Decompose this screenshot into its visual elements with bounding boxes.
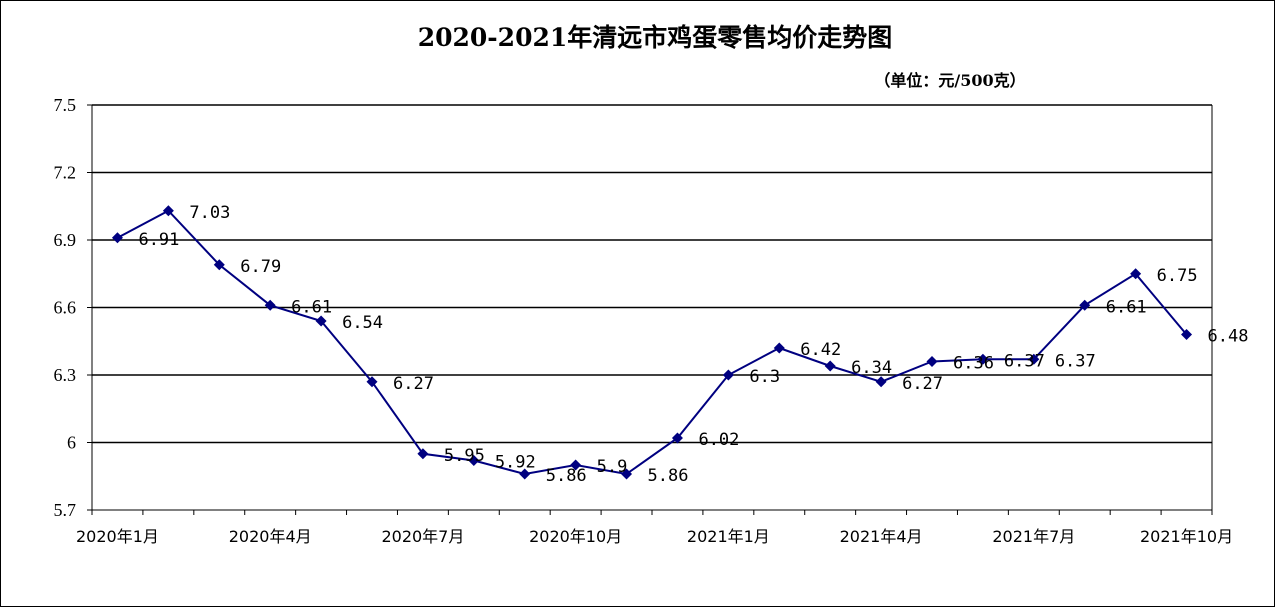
data-point-marker: [570, 459, 582, 471]
data-point-marker: [824, 360, 836, 372]
y-tick-label: 7.5: [54, 95, 77, 115]
y-tick-label: 6: [67, 433, 76, 453]
data-point-marker: [1079, 299, 1091, 311]
data-point-marker: [926, 356, 938, 367]
data-point-marker: [722, 369, 734, 381]
data-label: 6.54: [342, 313, 383, 333]
data-labels: 6.91 7.03 6.79 6.61 6.54 6.27 5.95 5.92 5.86 5.9 5…: [138, 203, 1248, 486]
data-label: 6.3: [749, 367, 780, 387]
data-label: 7.03: [189, 203, 230, 223]
data-point-marker: [264, 299, 276, 311]
x-tick-label: 2020年4月: [229, 527, 312, 546]
data-point-marker: [366, 376, 378, 388]
x-tick-label: 2021年10月: [1140, 527, 1233, 546]
data-label: 6.61: [291, 297, 332, 317]
x-tick-label: 2021年4月: [840, 527, 923, 546]
data-point-marker: [315, 315, 327, 327]
data-label: 6.37: [1055, 351, 1096, 371]
data-label: 5.95: [444, 446, 485, 466]
data-point-marker: [875, 376, 887, 388]
x-tick-label: 2021年1月: [687, 527, 770, 546]
data-point-marker: [1028, 353, 1040, 365]
data-label: 6.02: [698, 430, 739, 450]
y-tick-label: 6.3: [54, 365, 77, 385]
data-point-marker: [1130, 268, 1142, 280]
data-label: 6.48: [1208, 327, 1249, 347]
y-tick-label: 6.9: [54, 230, 77, 250]
chart-title: 2020-2021年清远市鸡蛋零售均价走势图: [418, 23, 893, 52]
data-point-marker: [468, 455, 480, 466]
data-label: 5.86: [648, 466, 689, 486]
data-point-marker: [1181, 329, 1193, 340]
axes: [87, 104, 1213, 515]
x-tick-labels: 2020年1月 2020年4月 2020年7月 2020年10月 2021年1月 2021…: [76, 527, 1233, 546]
data-label: 6.27: [902, 374, 943, 394]
data-point-marker: [417, 448, 429, 460]
x-tick-label: 2020年7月: [381, 527, 464, 546]
data-label: 6.42: [800, 340, 841, 360]
data-label: 5.9: [597, 457, 628, 477]
data-label: 5.92: [495, 453, 536, 473]
series-line: [117, 209, 1188, 476]
data-point-marker: [213, 259, 225, 271]
data-point-marker: [162, 205, 174, 217]
data-label: 6.36: [953, 354, 994, 374]
y-tick-label: 6.6: [54, 298, 77, 318]
data-label: 6.79: [240, 257, 281, 277]
data-point-marker: [773, 342, 785, 354]
x-tick-label: 2020年10月: [529, 527, 622, 546]
data-label: 6.61: [1106, 297, 1147, 317]
series-price: [111, 205, 1193, 480]
data-label: 6.37: [1004, 351, 1045, 371]
y-tick-label: 5.7: [54, 500, 77, 520]
data-point-marker: [977, 353, 989, 365]
y-tick-labels: 7.5 7.2 6.9 6.6 6.3 6 5.7: [54, 95, 77, 520]
data-point-marker: [671, 432, 683, 444]
data-point-marker: [621, 468, 633, 480]
data-label: 6.34: [851, 358, 892, 378]
x-tick-label: 2020年1月: [76, 527, 159, 546]
data-label: 5.86: [546, 466, 587, 486]
y-tick-label: 7.2: [54, 163, 77, 183]
data-point-marker: [111, 232, 123, 244]
gridlines: [92, 104, 1212, 444]
x-tick-label: 2021年7月: [992, 527, 1075, 546]
data-point-marker: [519, 468, 531, 480]
data-label: 6.75: [1157, 266, 1198, 286]
data-label: 6.91: [138, 230, 179, 250]
unit-label: （单位：元/500克）: [874, 71, 1025, 90]
data-label: 6.27: [393, 374, 434, 394]
